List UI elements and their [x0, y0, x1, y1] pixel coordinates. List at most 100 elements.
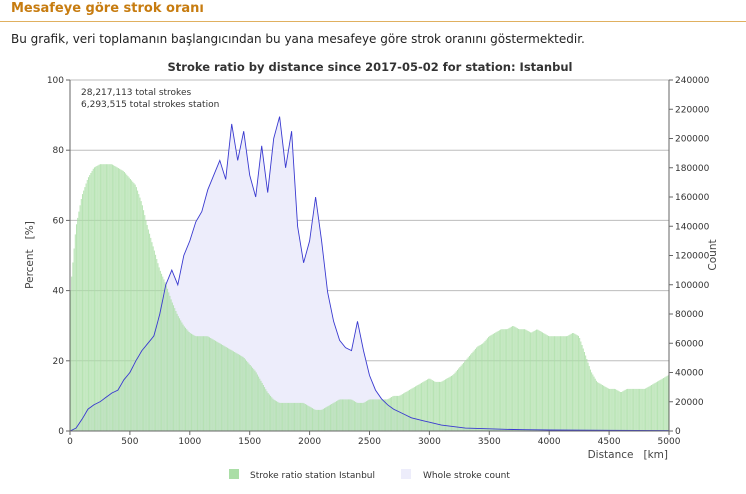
ratio-bar — [401, 394, 403, 431]
ratio-bar — [111, 164, 113, 431]
ratio-bar — [168, 292, 170, 431]
x-tick-label: 1500 — [238, 437, 261, 447]
count-line-group — [69, 116, 670, 432]
ratio-bar — [519, 329, 521, 431]
ratio-bar — [423, 381, 425, 431]
ratio-bar — [284, 402, 286, 431]
ratio-bar — [528, 331, 530, 431]
ratio-bar — [489, 335, 491, 431]
ratio-bar — [224, 346, 226, 431]
ratio-bar — [86, 180, 88, 431]
ratio-bar — [159, 270, 161, 431]
ratio-bar — [634, 388, 636, 431]
ratio-bar — [204, 336, 206, 431]
ratio-bar — [110, 164, 112, 431]
ratio-bar — [157, 263, 159, 431]
annotation-station-strokes: 6,293,515 total strokes station — [81, 100, 219, 110]
ratio-bar — [260, 380, 262, 431]
ratio-bar — [570, 333, 572, 431]
ratio-bar — [180, 320, 182, 431]
ratio-bar — [631, 388, 633, 431]
ratio-bar — [422, 382, 424, 431]
ratio-bar — [472, 351, 474, 431]
ratio-bar — [379, 399, 381, 431]
ratio-bar — [294, 402, 296, 431]
ratio-bar — [515, 327, 517, 431]
ratio-bar — [368, 399, 370, 431]
x-tick-label: 500 — [121, 437, 138, 447]
ratio-bar — [658, 380, 660, 431]
ratio-bar — [109, 164, 111, 431]
ratio-bar — [645, 388, 647, 431]
ratio-bar — [201, 336, 203, 431]
ratio-bar — [288, 402, 290, 431]
ratio-bar — [77, 217, 79, 431]
ratio-bar — [105, 164, 107, 431]
ratio-bar — [84, 187, 86, 431]
ratio-bar — [220, 344, 222, 431]
ratio-bar — [540, 331, 542, 431]
ratio-bar — [492, 333, 494, 431]
ratio-bar — [375, 399, 377, 431]
ratio-bar — [454, 372, 456, 431]
ratio-bar — [101, 164, 103, 431]
ratio-bar — [621, 392, 623, 431]
ratio-bar — [661, 378, 663, 431]
ratio-bar — [565, 336, 567, 431]
ratio-bar — [244, 359, 246, 431]
ratio-bar — [593, 376, 595, 431]
ratio-bar — [377, 399, 379, 431]
ratio-bar — [588, 366, 590, 431]
y-right-tick-label: 180000 — [675, 164, 710, 174]
ratio-bar — [510, 326, 512, 431]
ratio-bar — [276, 401, 278, 431]
ratio-bar — [403, 393, 405, 431]
ratio-bar — [579, 338, 581, 431]
ratio-bar — [453, 374, 455, 431]
ratio-bar — [424, 380, 426, 431]
ratio-bar — [526, 330, 528, 431]
ratio-bar — [226, 347, 228, 431]
ratio-bar — [186, 329, 188, 431]
ratio-bar — [618, 391, 620, 431]
ratio-bar — [389, 397, 391, 431]
ratio-bar — [200, 336, 202, 431]
ratio-bar — [612, 388, 614, 431]
ratio-bar — [230, 349, 232, 431]
ratio-bar — [102, 164, 104, 431]
ratio-bar — [73, 248, 75, 431]
tick-labels-group: 0204060801000200004000060000800001000001… — [47, 76, 710, 447]
ratio-bar — [363, 402, 365, 431]
ratio-bar — [170, 299, 172, 431]
ratio-bar — [195, 336, 197, 431]
ratio-bar — [128, 177, 130, 431]
x-axis-label: Distance [km] — [588, 449, 668, 461]
ratio-bar — [83, 190, 85, 431]
ratio-bar — [659, 380, 661, 431]
ratio-bar — [192, 334, 194, 431]
ratio-bar — [586, 359, 588, 431]
ratio-bar — [427, 379, 429, 431]
ratio-bar — [213, 340, 215, 431]
ratio-bar — [191, 333, 193, 431]
legend-label-ratio: Stroke ratio station Istanbul — [250, 471, 375, 481]
ratio-bar — [266, 391, 268, 431]
ratio-bar — [117, 168, 119, 431]
ratio-bar — [524, 329, 526, 431]
ratio-bar — [516, 328, 518, 431]
ratio-bar — [655, 382, 657, 431]
ratio-bar — [392, 396, 394, 431]
ratio-bar — [123, 172, 125, 431]
ratio-bar — [371, 399, 373, 431]
ratio-bar — [657, 381, 659, 431]
ratio-bar — [255, 372, 257, 431]
y-right-tick-label: 20000 — [675, 398, 704, 408]
ratio-bar — [500, 329, 502, 431]
ratio-bar — [139, 197, 141, 431]
ratio-bar — [317, 409, 320, 431]
ratio-bar — [78, 211, 80, 431]
y-right-tick-label: 60000 — [675, 339, 704, 349]
ratio-bar — [274, 400, 276, 431]
ratio-bar — [642, 388, 644, 431]
ratio-bar — [144, 215, 146, 431]
